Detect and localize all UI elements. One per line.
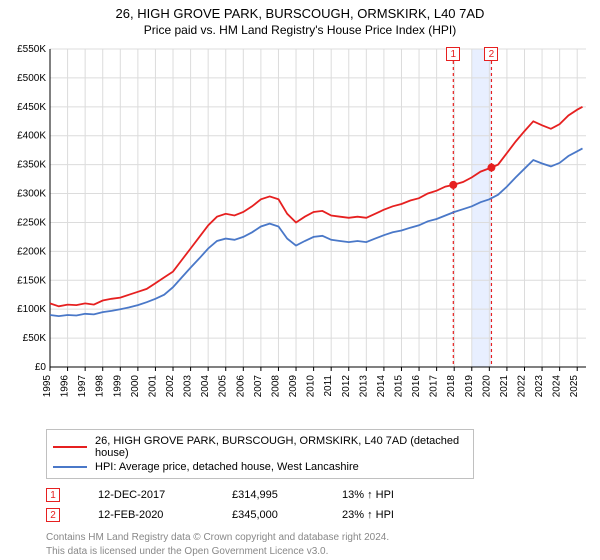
svg-text:2000: 2000 (130, 375, 141, 398)
svg-text:£200K: £200K (17, 246, 46, 257)
series-property (50, 107, 583, 306)
chart-title: 26, HIGH GROVE PARK, BURSCOUGH, ORMSKIRK… (6, 6, 594, 21)
marker-hpi: 23% ↑ HPI (342, 509, 394, 521)
svg-text:2005: 2005 (218, 375, 229, 398)
svg-text:£150K: £150K (17, 275, 46, 286)
svg-text:2012: 2012 (341, 375, 352, 398)
legend-item: HPI: Average price, detached house, West… (53, 460, 467, 474)
disclaimer: Contains HM Land Registry data © Crown c… (46, 531, 594, 558)
svg-text:1997: 1997 (77, 375, 88, 398)
svg-text:£350K: £350K (17, 160, 46, 171)
marker-badge: 1 (46, 488, 60, 502)
svg-text:£400K: £400K (17, 131, 46, 142)
svg-text:1995: 1995 (42, 375, 53, 398)
legend-item: 26, HIGH GROVE PARK, BURSCOUGH, ORMSKIRK… (53, 434, 467, 460)
svg-text:2003: 2003 (183, 375, 194, 398)
legend-label: HPI: Average price, detached house, West… (95, 461, 359, 473)
svg-text:2016: 2016 (411, 375, 422, 398)
legend-label: 26, HIGH GROVE PARK, BURSCOUGH, ORMSKIRK… (95, 435, 467, 459)
svg-text:2024: 2024 (552, 375, 563, 398)
svg-text:1996: 1996 (60, 375, 71, 398)
disclaimer-line: Contains HM Land Registry data © Crown c… (46, 531, 594, 545)
svg-text:2011: 2011 (323, 375, 334, 397)
svg-text:2008: 2008 (270, 375, 281, 398)
chart-svg: £0 £50K £100K £150K £200K £250K £300K £350K £400… (6, 43, 594, 423)
svg-text:2019: 2019 (464, 375, 475, 398)
svg-text:1999: 1999 (112, 375, 123, 398)
svg-text:2006: 2006 (235, 375, 246, 398)
svg-text:2021: 2021 (499, 375, 510, 398)
svg-text:2001: 2001 (147, 375, 158, 398)
svg-text:2025: 2025 (569, 375, 580, 398)
svg-text:1998: 1998 (95, 375, 106, 398)
legend-swatch (53, 466, 87, 468)
disclaimer-line: This data is licensed under the Open Gov… (46, 545, 594, 559)
svg-text:2022: 2022 (516, 375, 527, 398)
chart-marker-badge: 2 (484, 47, 498, 61)
svg-text:£0: £0 (35, 362, 47, 373)
svg-text:2017: 2017 (429, 375, 440, 398)
svg-text:2010: 2010 (306, 375, 317, 398)
svg-text:2002: 2002 (165, 375, 176, 398)
chart-marker-badge: 1 (446, 47, 460, 61)
svg-text:£500K: £500K (17, 73, 46, 84)
chart-area: £0 £50K £100K £150K £200K £250K £300K £350K £400… (6, 43, 594, 423)
svg-text:2009: 2009 (288, 375, 299, 398)
svg-text:2020: 2020 (481, 375, 492, 398)
chart-subtitle: Price paid vs. HM Land Registry's House … (6, 23, 594, 37)
marker-table: 1 12-DEC-2017 £314,995 13% ↑ HPI 2 12-FE… (46, 485, 594, 525)
svg-text:2015: 2015 (393, 375, 404, 398)
svg-text:£100K: £100K (17, 304, 46, 315)
svg-text:£300K: £300K (17, 189, 46, 200)
legend-swatch (53, 446, 87, 448)
marker-price: £314,995 (232, 489, 304, 501)
svg-text:2018: 2018 (446, 375, 457, 398)
marker-row: 2 12-FEB-2020 £345,000 23% ↑ HPI (46, 505, 594, 525)
series-hpi (50, 148, 583, 316)
legend-box: 26, HIGH GROVE PARK, BURSCOUGH, ORMSKIRK… (46, 429, 474, 479)
marker-badge: 2 (46, 508, 60, 522)
marker-price: £345,000 (232, 509, 304, 521)
svg-text:2004: 2004 (200, 375, 211, 398)
svg-text:2014: 2014 (376, 375, 387, 398)
svg-text:£50K: £50K (23, 333, 47, 344)
svg-text:2023: 2023 (534, 375, 545, 398)
svg-text:2013: 2013 (358, 375, 369, 398)
svg-text:£250K: £250K (17, 217, 46, 228)
svg-text:£450K: £450K (17, 102, 46, 113)
marker-date: 12-FEB-2020 (98, 509, 194, 521)
marker-date: 12-DEC-2017 (98, 489, 194, 501)
svg-text:2007: 2007 (253, 375, 264, 398)
svg-text:£550K: £550K (17, 44, 46, 55)
marker-hpi: 13% ↑ HPI (342, 489, 394, 501)
marker-row: 1 12-DEC-2017 £314,995 13% ↑ HPI (46, 485, 594, 505)
